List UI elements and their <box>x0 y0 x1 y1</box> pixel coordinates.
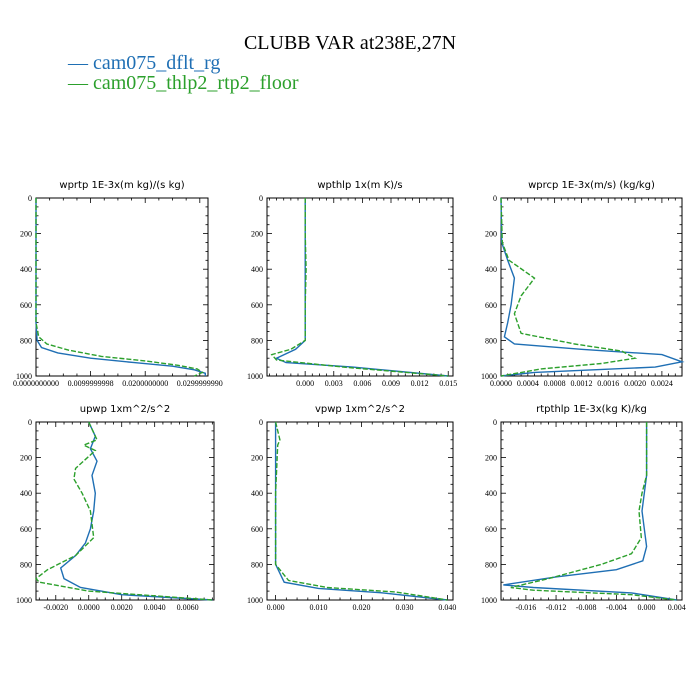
legend-label: cam075_dflt_rg <box>93 52 221 74</box>
panel-frame <box>35 197 209 377</box>
y-tick-label: 1000 <box>16 372 32 381</box>
figure-title: CLUBB VAR at238E,27N <box>243 32 457 54</box>
y-tick-label: 600 <box>251 301 263 310</box>
y-tick-label: 0 <box>493 418 497 427</box>
series-line-dflt <box>503 422 677 601</box>
y-tick-label: 200 <box>251 454 263 463</box>
y-tick-label: 200 <box>485 454 497 463</box>
x-tick-label: 0.006 <box>353 379 371 388</box>
x-tick-label: 0.0016 <box>597 379 619 388</box>
panel-title: wpthlp 1x(m K)/s <box>317 180 402 191</box>
x-tick-label: -0.004 <box>606 603 627 612</box>
panel-title: wprcp 1E-3x(m/s) (kg/kg) <box>528 180 655 191</box>
y-tick-label: 200 <box>20 454 32 463</box>
x-tick-label: 0.000 <box>638 603 656 612</box>
y-tick-label: 200 <box>251 230 263 239</box>
x-tick-label: 0.0099999998 <box>68 379 114 388</box>
x-tick-label: 0.0020 <box>624 379 646 388</box>
x-tick-label: 0.003 <box>325 379 343 388</box>
legend-dash: — <box>68 72 93 94</box>
y-tick-label: 600 <box>485 301 497 310</box>
series-line-dflt <box>274 198 449 377</box>
y-tick-label: 0 <box>259 194 263 203</box>
x-tick-label: 0.000 <box>267 603 285 612</box>
x-tick-label: -0.008 <box>576 603 597 612</box>
y-tick-label: 400 <box>485 489 497 498</box>
x-tick-label: 0.030 <box>395 603 413 612</box>
y-tick-label: 1000 <box>481 372 497 381</box>
series-line-dflt <box>274 422 448 601</box>
x-tick-label: 0.0024 <box>651 379 673 388</box>
y-tick-label: 1000 <box>16 596 32 605</box>
y-tick-label: 400 <box>485 265 497 274</box>
y-tick-label: 400 <box>251 265 263 274</box>
y-tick-label: 0 <box>28 418 32 427</box>
y-tick-label: 600 <box>20 301 32 310</box>
x-tick-label: 0.0000 <box>78 603 100 612</box>
x-tick-label: 0.000 <box>296 379 314 388</box>
y-tick-label: 800 <box>251 336 263 345</box>
y-tick-label: 200 <box>485 230 497 239</box>
series-line-floor <box>500 197 638 377</box>
panel-title: rtpthlp 1E-3x(kg K)/kg <box>536 404 647 415</box>
x-tick-label: 0.0000000000 <box>13 379 59 388</box>
legend-dash: — <box>68 52 93 74</box>
panel-frame <box>266 421 454 601</box>
y-tick-label: 400 <box>251 489 263 498</box>
series-line-floor <box>34 421 213 601</box>
x-tick-label: -0.0020 <box>43 603 68 612</box>
legend-entry-dflt: — cam075_dflt_rg <box>68 52 220 75</box>
y-tick-label: 600 <box>251 525 263 534</box>
x-tick-label: 0.0008 <box>544 379 566 388</box>
y-tick-label: 800 <box>485 336 497 345</box>
series-line-floor <box>35 198 204 377</box>
y-tick-label: 0 <box>493 194 497 203</box>
y-tick-label: 600 <box>20 525 32 534</box>
y-tick-label: 1000 <box>247 372 263 381</box>
x-tick-label: 0.0040 <box>144 603 166 612</box>
x-tick-label: 0.010 <box>310 603 328 612</box>
y-tick-label: 800 <box>20 560 32 569</box>
legend-entry-floor: — cam075_thlp2_rtp2_floor <box>68 72 299 95</box>
series-line-dflt <box>59 421 213 601</box>
panel-title: wprtp 1E-3x(m kg)/(s kg) <box>59 180 184 191</box>
x-tick-label: 0.0012 <box>570 379 592 388</box>
x-tick-label: -0.016 <box>516 603 537 612</box>
x-tick-label: 0.0060 <box>177 603 199 612</box>
y-tick-label: 800 <box>251 560 263 569</box>
y-tick-label: 400 <box>20 265 32 274</box>
x-tick-label: 0.0299999990 <box>177 379 223 388</box>
x-tick-label: 0.0020 <box>111 603 133 612</box>
x-tick-label: -0.012 <box>546 603 567 612</box>
x-tick-label: 0.040 <box>438 603 456 612</box>
y-tick-label: 400 <box>20 489 32 498</box>
x-tick-label: 0.009 <box>382 379 400 388</box>
x-tick-label: 0.015 <box>439 379 457 388</box>
series-line-floor <box>270 198 449 377</box>
y-tick-label: 0 <box>259 418 263 427</box>
series-line-floor <box>274 421 448 601</box>
y-tick-label: 1000 <box>481 596 497 605</box>
y-tick-label: 1000 <box>247 596 263 605</box>
y-tick-label: 600 <box>485 525 497 534</box>
panel-title: upwp 1xm^2/s^2 <box>80 404 170 415</box>
series-line-floor <box>510 422 677 601</box>
x-tick-label: 0.004 <box>668 603 686 612</box>
y-tick-label: 200 <box>20 230 32 239</box>
series-line-dflt <box>500 197 685 377</box>
x-tick-label: 0.0200000000 <box>122 379 168 388</box>
y-tick-label: 800 <box>20 336 32 345</box>
x-tick-label: 0.012 <box>411 379 429 388</box>
y-tick-label: 800 <box>485 560 497 569</box>
panel-title: vpwp 1xm^2/s^2 <box>315 404 405 415</box>
x-tick-label: 0.0000 <box>490 379 512 388</box>
legend-label: cam075_thlp2_rtp2_floor <box>93 72 299 94</box>
y-tick-label: 0 <box>28 194 32 203</box>
x-tick-label: 0.0004 <box>517 379 539 388</box>
series-line-dflt <box>35 198 207 376</box>
x-tick-label: 0.020 <box>353 603 371 612</box>
